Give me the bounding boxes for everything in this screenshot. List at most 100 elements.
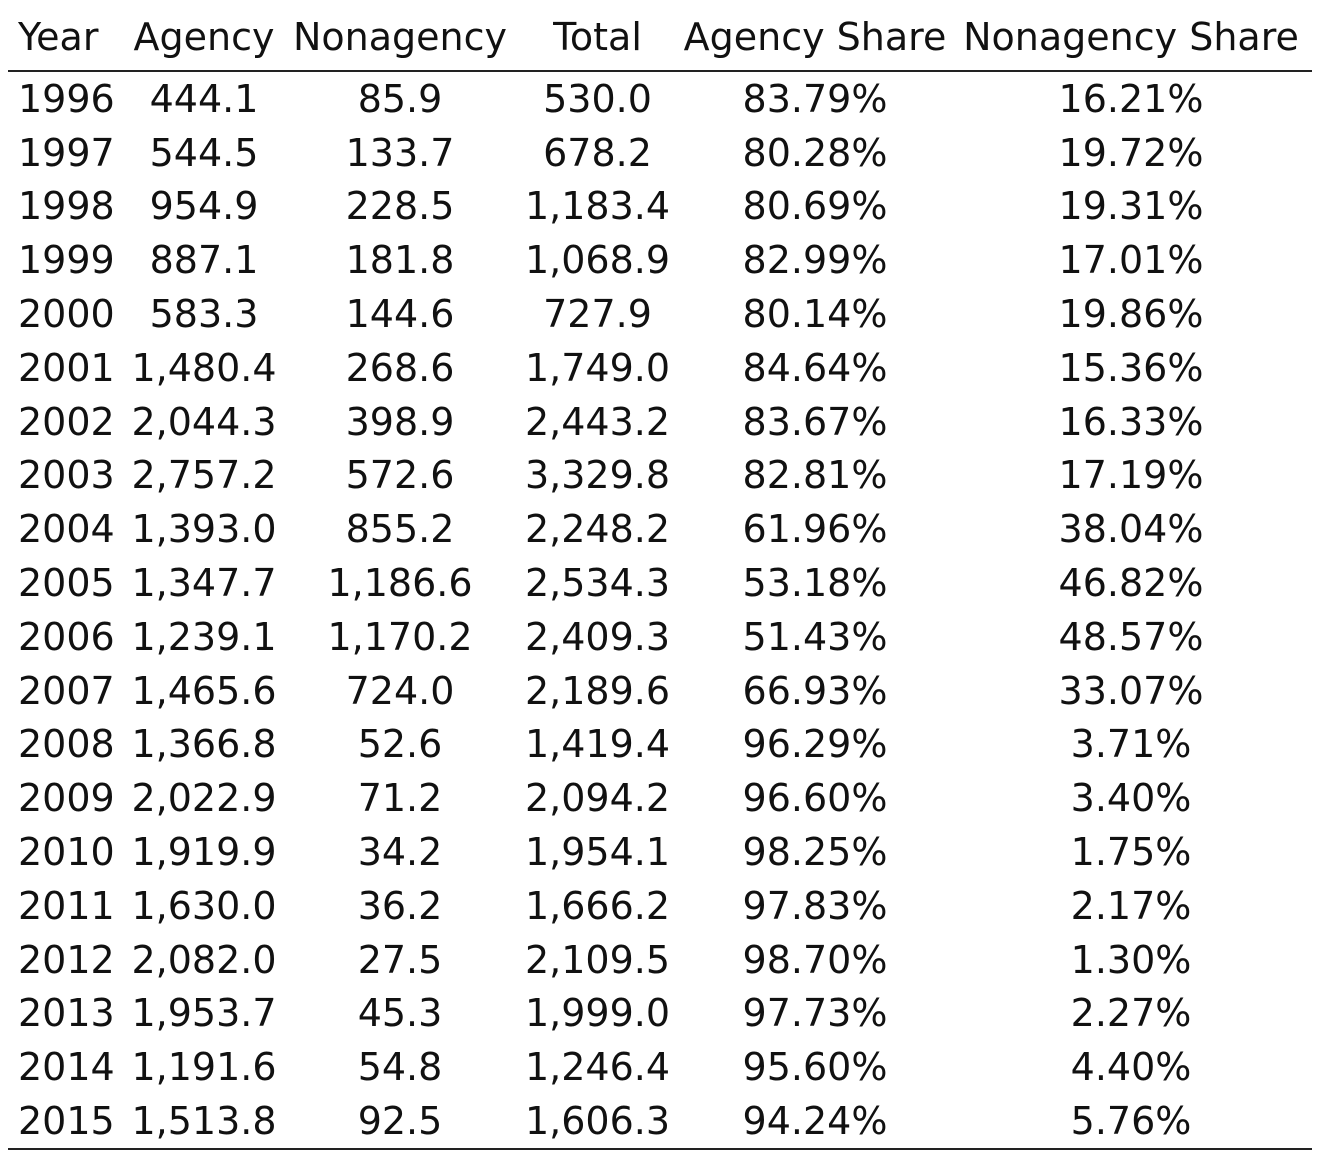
nonagency-cell: 27.5 [357,937,443,982]
nonagency-share-cell: 3.71% [1070,722,1192,767]
total-cell: 1,749.0 [524,345,671,390]
total-cell: 2,094.2 [524,776,671,821]
column-header-total: Total [515,0,680,72]
table-row: 2000 583.3 144.6 727.9 80.14% 19.86% [8,287,1312,341]
nonagency-share-cell: 19.86% [1058,292,1204,337]
table-row: 1997 544.5 133.7 678.2 80.28% 19.72% [8,126,1312,180]
nonagency-cell: 85.9 [357,76,443,121]
total-cell: 1,999.0 [524,991,671,1036]
agency-cell: 1,393.0 [131,507,277,552]
nonagency-share-cell: 17.01% [1058,238,1204,283]
nonagency-share-cell: 16.21% [1058,76,1204,121]
total-cell: 727.9 [543,292,652,337]
year-cell: 2004 [18,507,115,552]
table-row: 2004 1,393.0 855.2 2,248.2 61.96% 38.04% [8,502,1312,556]
nonagency-share-cell: 38.04% [1058,507,1204,552]
year-cell: 1999 [18,238,115,283]
year-cell: 2002 [18,399,115,444]
agency-share-cell: 98.25% [742,830,888,875]
agency-cell: 1,239.1 [131,614,277,659]
agency-cell: 2,022.9 [131,776,277,821]
nonagency-cell: 1,170.2 [327,614,473,659]
agency-share-cell: 84.64% [742,345,888,390]
total-cell: 2,443.2 [524,399,671,444]
year-cell: 2012 [18,937,115,982]
nonagency-share-cell: 1.30% [1070,937,1192,982]
data-table: Year Agency Nonagency Total Agency Share… [8,0,1312,1150]
total-cell: 2,248.2 [524,507,671,552]
column-header-nonagency: Nonagency [285,0,515,72]
nonagency-share-cell: 19.72% [1058,130,1204,175]
column-header-agency: Agency [123,0,285,72]
agency-share-cell: 96.60% [742,776,888,821]
agency-share-cell: 80.28% [742,130,888,175]
year-cell: 2009 [18,776,115,821]
agency-cell: 1,953.7 [131,991,277,1036]
nonagency-cell: 724.0 [345,668,455,713]
year-cell: 2014 [18,1045,115,1090]
agency-share-cell: 83.67% [742,399,888,444]
agency-cell: 1,347.7 [131,561,277,606]
table-row: 2011 1,630.0 36.2 1,666.2 97.83% 2.17% [8,879,1312,933]
agency-cell: 1,919.9 [131,830,277,875]
table-row: 2007 1,465.6 724.0 2,189.6 66.93% 33.07% [8,664,1312,718]
agency-cell: 887.1 [149,238,259,283]
nonagency-share-cell: 2.17% [1070,883,1192,928]
year-cell: 2007 [18,668,115,713]
total-cell: 2,189.6 [524,668,671,713]
agency-share-cell: 53.18% [742,561,888,606]
agency-share-cell: 97.73% [742,991,888,1036]
column-header-agency-share: Agency Share [680,0,950,72]
agency-cell: 544.5 [149,130,259,175]
nonagency-cell: 572.6 [345,453,455,498]
total-cell: 2,409.3 [524,614,671,659]
nonagency-share-cell: 3.40% [1070,776,1192,821]
agency-share-cell: 51.43% [742,614,888,659]
data-table-container: Year Agency Nonagency Total Agency Share… [8,0,1312,1150]
table-row: 2009 2,022.9 71.2 2,094.2 96.60% 3.40% [8,771,1312,825]
total-cell: 1,419.4 [524,722,671,767]
nonagency-share-cell: 15.36% [1058,345,1204,390]
table-row: 2013 1,953.7 45.3 1,999.0 97.73% 2.27% [8,987,1312,1041]
column-header-nonagency-share: Nonagency Share [950,0,1312,72]
agency-cell: 1,366.8 [131,722,277,767]
year-cell: 2010 [18,830,115,875]
table-row: 2005 1,347.7 1,186.6 2,534.3 53.18% 46.82% [8,556,1312,610]
nonagency-cell: 34.2 [357,830,443,875]
year-cell: 2000 [18,292,115,337]
table-row: 1998 954.9 228.5 1,183.4 80.69% 19.31% [8,180,1312,234]
table-row: 2001 1,480.4 268.6 1,749.0 84.64% 15.36% [8,341,1312,395]
nonagency-cell: 133.7 [345,130,455,175]
nonagency-cell: 398.9 [345,399,455,444]
nonagency-share-cell: 17.19% [1058,453,1204,498]
nonagency-share-cell: 19.31% [1058,184,1204,229]
table-row: 1999 887.1 181.8 1,068.9 82.99% 17.01% [8,233,1312,287]
agency-cell: 2,757.2 [131,453,277,498]
year-cell: 1997 [18,130,115,175]
total-cell: 1,183.4 [524,184,671,229]
agency-share-cell: 80.14% [742,292,888,337]
agency-share-cell: 94.24% [680,1094,950,1150]
agency-cell: 1,465.6 [131,668,277,713]
agency-share-cell: 83.79% [742,76,888,121]
year-cell: 2005 [18,561,115,606]
nonagency-cell: 92.5 [285,1094,515,1150]
agency-cell: 1,513.8 [123,1094,285,1150]
agency-share-cell: 96.29% [742,722,888,767]
total-cell: 1,666.2 [524,883,671,928]
total-cell: 1,068.9 [524,238,671,283]
year-cell: 2011 [18,883,115,928]
agency-share-cell: 97.83% [742,883,888,928]
agency-cell: 1,191.6 [131,1045,277,1090]
nonagency-cell: 52.6 [357,722,443,767]
table-row: 2010 1,919.9 34.2 1,954.1 98.25% 1.75% [8,825,1312,879]
nonagency-cell: 144.6 [345,292,455,337]
year-cell: 1996 [18,76,115,121]
agency-share-cell: 82.99% [742,238,888,283]
total-cell: 1,606.3 [515,1094,680,1150]
agency-cell: 1,630.0 [131,883,277,928]
column-header-year: Year [8,0,123,72]
agency-cell: 1,480.4 [131,345,277,390]
year-cell: 2008 [18,722,115,767]
total-cell: 3,329.8 [524,453,671,498]
